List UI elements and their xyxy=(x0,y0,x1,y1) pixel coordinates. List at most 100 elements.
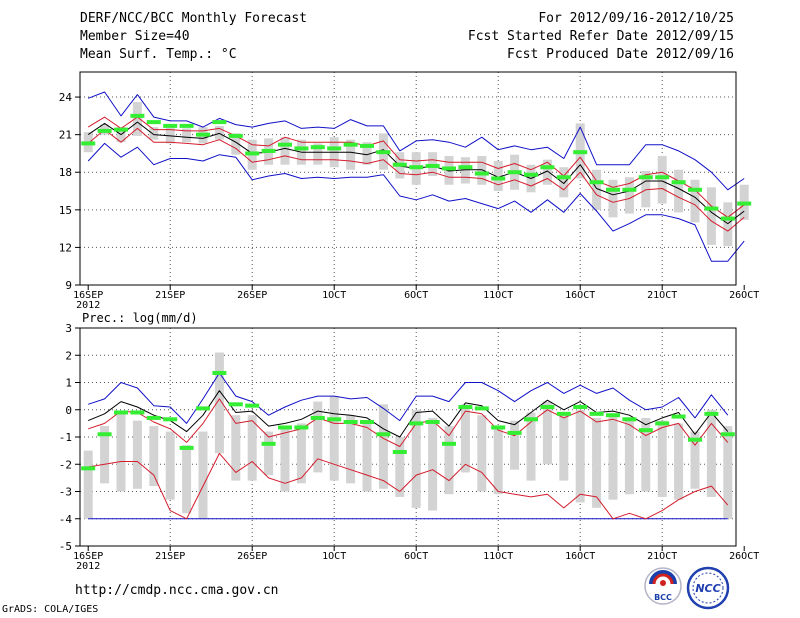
panel2-ensemble-box xyxy=(411,409,421,508)
panel1-ensemble-box xyxy=(493,160,503,192)
panel2-ensemble-box xyxy=(657,420,667,497)
panel1-obs-marker xyxy=(474,171,489,176)
panel2-ensemble-box xyxy=(575,409,585,503)
panel2-ytick-label: 2 xyxy=(65,349,72,362)
panel2-ensemble-box xyxy=(362,420,372,492)
panel1-xtick-label: 11OCT xyxy=(483,290,513,301)
panel2-ensemble-box xyxy=(510,420,520,470)
grads-credit: GrADS: COLA/IGES xyxy=(2,604,99,615)
panel2-ytick-label: -2 xyxy=(59,458,72,471)
panel1-obs-marker xyxy=(196,132,210,137)
panel1-blue-lower-line xyxy=(87,142,745,262)
panel2-obs-marker xyxy=(524,417,538,422)
panel1-red-upper-line xyxy=(87,116,745,218)
panel2-obs-marker xyxy=(163,417,178,422)
panel2-obs-marker xyxy=(556,411,571,416)
panel1-obs-marker xyxy=(704,206,719,211)
panel2-ensemble-box xyxy=(592,417,602,508)
panel2-ensemble-box xyxy=(280,428,290,492)
panel1-obs-marker xyxy=(179,123,194,128)
bcc-logo: BCC xyxy=(644,567,682,605)
panel1-obs-marker xyxy=(130,113,145,118)
panel1-obs-marker xyxy=(163,123,178,128)
panel2-mean-line xyxy=(88,390,729,438)
panel1-ytick-label: 18 xyxy=(59,166,72,179)
panel2-ensemble-box xyxy=(116,412,126,492)
panel2-ensemble-box xyxy=(674,423,684,500)
panel2-ensemble-box xyxy=(608,415,618,500)
panel1-ytick-label: 12 xyxy=(59,241,72,254)
panel2-ensemble-box xyxy=(313,401,323,473)
panel2-title: Prec.: log(mm/d) xyxy=(82,311,198,325)
panel2-ytick-label: -5 xyxy=(59,540,72,553)
panel1-ensemble-box xyxy=(608,179,618,218)
panel2-obs-marker xyxy=(638,428,653,433)
panel1-obs-marker xyxy=(310,145,325,150)
panel1-blue-upper-line xyxy=(88,91,745,191)
panel1-obs-marker xyxy=(491,176,506,181)
panel2-obs-marker xyxy=(425,420,440,425)
panel1-obs-marker xyxy=(671,180,686,185)
panel1-obs-marker xyxy=(573,150,588,155)
panel1-obs-marker xyxy=(425,163,440,168)
panel2-ensemble-box xyxy=(690,431,700,489)
panel2-blue-upper-line xyxy=(88,372,729,424)
panel2-ensemble-box xyxy=(165,431,175,500)
panel2-ensemble-box xyxy=(559,415,569,481)
panel2-ensemble-box xyxy=(214,352,224,454)
panel1-obs-marker xyxy=(294,146,309,151)
panel2-ensemble-box xyxy=(444,426,454,495)
panel2-xtick-label: 16SEP xyxy=(73,551,103,562)
panel1-obs-marker xyxy=(376,150,391,155)
chart-title: DERF/NCC/BCC Monthly Forecast xyxy=(80,11,307,26)
panel2-obs-marker xyxy=(97,432,112,437)
panel1-xtick-label: 1OCT xyxy=(322,290,346,301)
panel2-xtick-label: 21SEP xyxy=(155,551,185,562)
panel2-ensemble-box xyxy=(198,431,208,519)
panel1-obs-marker xyxy=(589,180,604,185)
panel1-obs-marker xyxy=(228,133,243,138)
panel1-ensemble-box xyxy=(165,124,175,144)
panel1-red-lower-line xyxy=(87,127,745,232)
panel1-obs-marker xyxy=(81,141,96,146)
panel1-obs-marker xyxy=(622,187,637,192)
panel2-obs-marker xyxy=(458,405,473,410)
panel2-obs-marker xyxy=(179,445,194,450)
panel1-ytick-label: 24 xyxy=(59,91,73,104)
variable-label: Mean Surf. Temp.: °C xyxy=(80,47,237,62)
panel2-obs-marker xyxy=(720,432,735,437)
panel1-ytick-label: 21 xyxy=(59,129,72,142)
panel2-ytick-label: 0 xyxy=(65,404,72,417)
panel2-obs-marker xyxy=(278,425,292,430)
panel2-ensemble-box xyxy=(346,415,356,484)
panel2-xtick-label: 6OCT xyxy=(404,551,428,562)
panel2-ensemble-box xyxy=(395,437,405,497)
panel1-obs-marker xyxy=(327,146,342,151)
panel1-frame xyxy=(79,71,737,286)
panel2-xtick-sublabel: 2012 xyxy=(76,561,100,572)
panel2-obs-marker xyxy=(442,441,456,446)
panel2-ensemble-box xyxy=(641,417,651,492)
panel1-obs-marker xyxy=(507,170,522,175)
panel1-xtick-label: 16OCT xyxy=(565,290,595,301)
panel1-ensemble-box xyxy=(706,187,716,245)
panel2-xtick-label: 21OCT xyxy=(647,551,677,562)
panel2-xtick-label: 16OCT xyxy=(565,551,595,562)
ncc-logo: NCC xyxy=(686,566,730,610)
panel2-obs-marker xyxy=(130,410,145,415)
panel2-ytick-label: -1 xyxy=(59,431,72,444)
panel1-ensemble-box xyxy=(542,159,552,185)
source-url[interactable]: http://cmdp.ncc.cma.gov.cn xyxy=(75,583,279,598)
panel2-ensemble-box xyxy=(477,415,487,492)
panel2-obs-marker xyxy=(376,432,391,437)
panel2-xtick-label: 26OCT xyxy=(729,551,759,562)
panel1-obs-marker xyxy=(360,143,374,148)
panel2-obs-marker xyxy=(540,405,555,410)
panel2-xtick-label: 26SEP xyxy=(237,551,267,562)
panel1-obs-marker xyxy=(720,216,735,221)
panel1-xtick-label: 21OCT xyxy=(647,290,677,301)
panel2-obs-marker xyxy=(294,425,309,430)
panel2-obs-marker xyxy=(507,430,522,435)
panel1-ensemble-box xyxy=(214,125,224,140)
panel2-obs-marker xyxy=(622,417,637,422)
